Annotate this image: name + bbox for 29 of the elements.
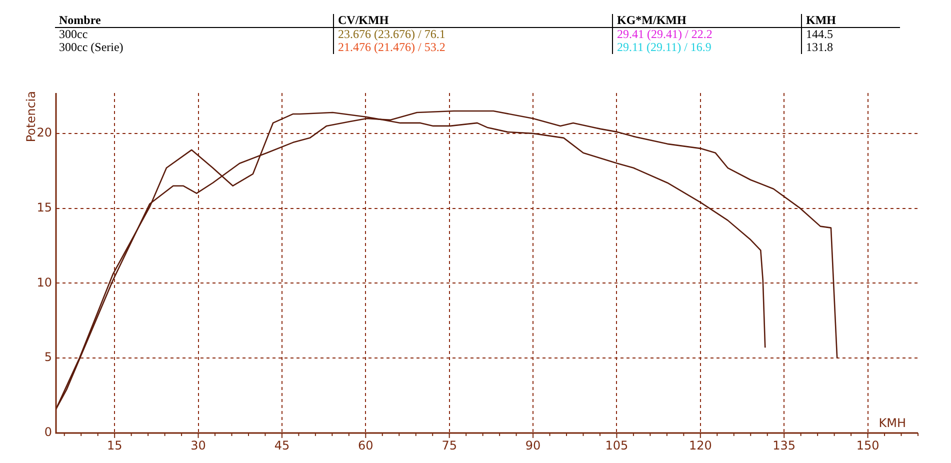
text: KG*M/KMH — [612, 13, 802, 28]
x-tick-label: 30 — [190, 438, 206, 452]
text: 131.8 — [802, 40, 900, 54]
x-tick-label: 120 — [688, 438, 712, 452]
text: Nombre — [55, 13, 334, 28]
text: 21.476 (21.476) / 53.2 — [334, 40, 612, 54]
text: KMH — [802, 13, 900, 28]
x-tick-label: 45 — [274, 438, 290, 452]
x-tick-label: 135 — [772, 438, 796, 452]
y-tick-label: 20 — [36, 126, 52, 140]
text: CV/KMH — [334, 13, 612, 28]
text: 300cc — [58, 27, 89, 41]
x-tick-label: 60 — [358, 438, 374, 452]
x-tick-label: 15 — [106, 438, 122, 452]
x-tick-label: 150 — [856, 438, 880, 452]
text: 29.11 (29.11) / 16.9 — [612, 40, 802, 54]
text: 23.676 (23.676) / 76.1 — [334, 27, 612, 41]
text: 144.5 — [802, 27, 900, 41]
y-axis-title: Potencia — [24, 91, 38, 142]
x-axis-title: KMH — [878, 416, 906, 430]
y-tick-label: 0 — [44, 425, 52, 440]
y-tick-label: 5 — [44, 350, 52, 364]
text: 300cc (Serie) — [58, 40, 124, 54]
x-tick-label: 75 — [442, 438, 457, 452]
x-tick-label: 90 — [525, 438, 541, 452]
y-tick-label: 10 — [36, 275, 52, 290]
y-tick-label: 15 — [36, 200, 52, 214]
x-tick-label: 105 — [605, 438, 628, 452]
text: 29.41 (29.41) / 22.2 — [612, 27, 802, 41]
